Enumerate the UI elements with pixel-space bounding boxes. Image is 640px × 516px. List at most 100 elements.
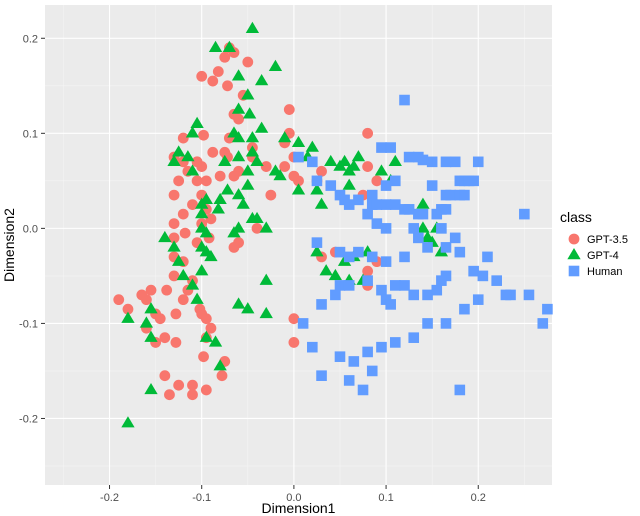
legend-item: Human: [568, 265, 622, 278]
data-point: [342, 178, 356, 190]
data-point: [191, 175, 203, 187]
x-tick-label: -0.1: [192, 492, 211, 504]
data-point: [185, 126, 200, 138]
data-point: [170, 337, 182, 348]
data-point: [250, 154, 264, 167]
data-point: [245, 145, 260, 157]
data-point: [337, 154, 352, 167]
data-point: [181, 150, 195, 162]
data-point: [413, 232, 424, 244]
data-point: [376, 284, 387, 296]
data-point: [325, 180, 337, 191]
data-point: [278, 131, 292, 143]
data-point: [190, 116, 204, 129]
panel-background: [45, 5, 552, 485]
legend-item: GPT-4: [567, 248, 619, 262]
data-point: [328, 268, 343, 281]
data-point: [380, 256, 392, 267]
data-point: [231, 69, 246, 81]
data-point: [213, 359, 227, 371]
data-point: [334, 246, 346, 258]
data-point: [288, 170, 300, 182]
data-point: [380, 199, 392, 210]
data-point: [185, 278, 200, 290]
data-point: [288, 313, 300, 325]
data-point: [334, 351, 346, 362]
data-point: [177, 208, 189, 220]
data-point: [472, 294, 484, 305]
data-point: [399, 94, 410, 106]
data-point: [251, 222, 263, 234]
data-point: [454, 246, 466, 258]
data-point: [164, 389, 175, 401]
data-point: [314, 197, 329, 209]
data-point: [380, 223, 392, 234]
data-point: [440, 242, 452, 253]
data-point: [177, 132, 189, 144]
data-point: [173, 379, 185, 391]
data-point: [403, 151, 415, 163]
data-point: [144, 330, 158, 342]
data-point: [231, 188, 246, 200]
legend-label: GPT-3.5: [587, 234, 628, 246]
data-point: [362, 346, 373, 358]
data-point: [334, 280, 346, 291]
data-point: [231, 150, 246, 162]
data-point: [307, 341, 318, 353]
data-point: [468, 175, 479, 187]
data-point: [222, 40, 237, 52]
data-point: [250, 211, 264, 224]
data-point: [343, 199, 355, 210]
data-point: [167, 154, 181, 167]
data-point: [214, 170, 226, 182]
data-point: [195, 264, 209, 276]
data-point: [208, 335, 223, 347]
x-tick-label: 0.1: [378, 492, 393, 504]
data-point: [161, 284, 173, 296]
data-point: [491, 275, 502, 286]
data-point: [200, 175, 212, 187]
data-point: [436, 275, 447, 286]
data-point: [139, 316, 154, 328]
data-point: [422, 289, 433, 301]
data-point: [254, 121, 269, 133]
data-point: [154, 313, 166, 325]
data-point: [417, 208, 429, 220]
data-point: [362, 265, 374, 277]
data-point: [212, 66, 224, 77]
data-point: [366, 365, 378, 377]
data-point: [362, 127, 374, 139]
data-point: [259, 306, 273, 319]
data-point: [231, 102, 246, 114]
data-point: [388, 154, 402, 167]
data-point: [440, 204, 452, 215]
data-point: [259, 221, 273, 233]
data-point: [213, 192, 227, 205]
data-point: [310, 183, 324, 195]
data-point: [291, 183, 306, 195]
data-point: [445, 189, 456, 201]
legend-label: Human: [587, 266, 622, 278]
data-point: [482, 251, 493, 263]
data-point: [228, 241, 240, 253]
data-point: [254, 74, 269, 86]
data-point: [348, 356, 360, 367]
data-point: [200, 313, 212, 325]
data-point: [220, 183, 235, 195]
data-point: [207, 75, 219, 87]
data-point: [297, 318, 309, 329]
data-point: [291, 135, 306, 148]
data-point: [436, 223, 447, 234]
data-point: [366, 189, 378, 201]
y-tick-label: 0.1: [23, 128, 38, 140]
x-axis: -0.2 -0.1 0.0 0.1 0.2: [100, 485, 486, 504]
data-point: [242, 107, 257, 119]
data-point: [121, 311, 135, 323]
data-point: [205, 213, 217, 225]
data-point: [422, 318, 433, 329]
data-point: [187, 199, 198, 211]
data-point: [311, 175, 323, 187]
data-point: [265, 189, 277, 201]
data-point: [389, 199, 401, 210]
data-point: [357, 384, 369, 396]
